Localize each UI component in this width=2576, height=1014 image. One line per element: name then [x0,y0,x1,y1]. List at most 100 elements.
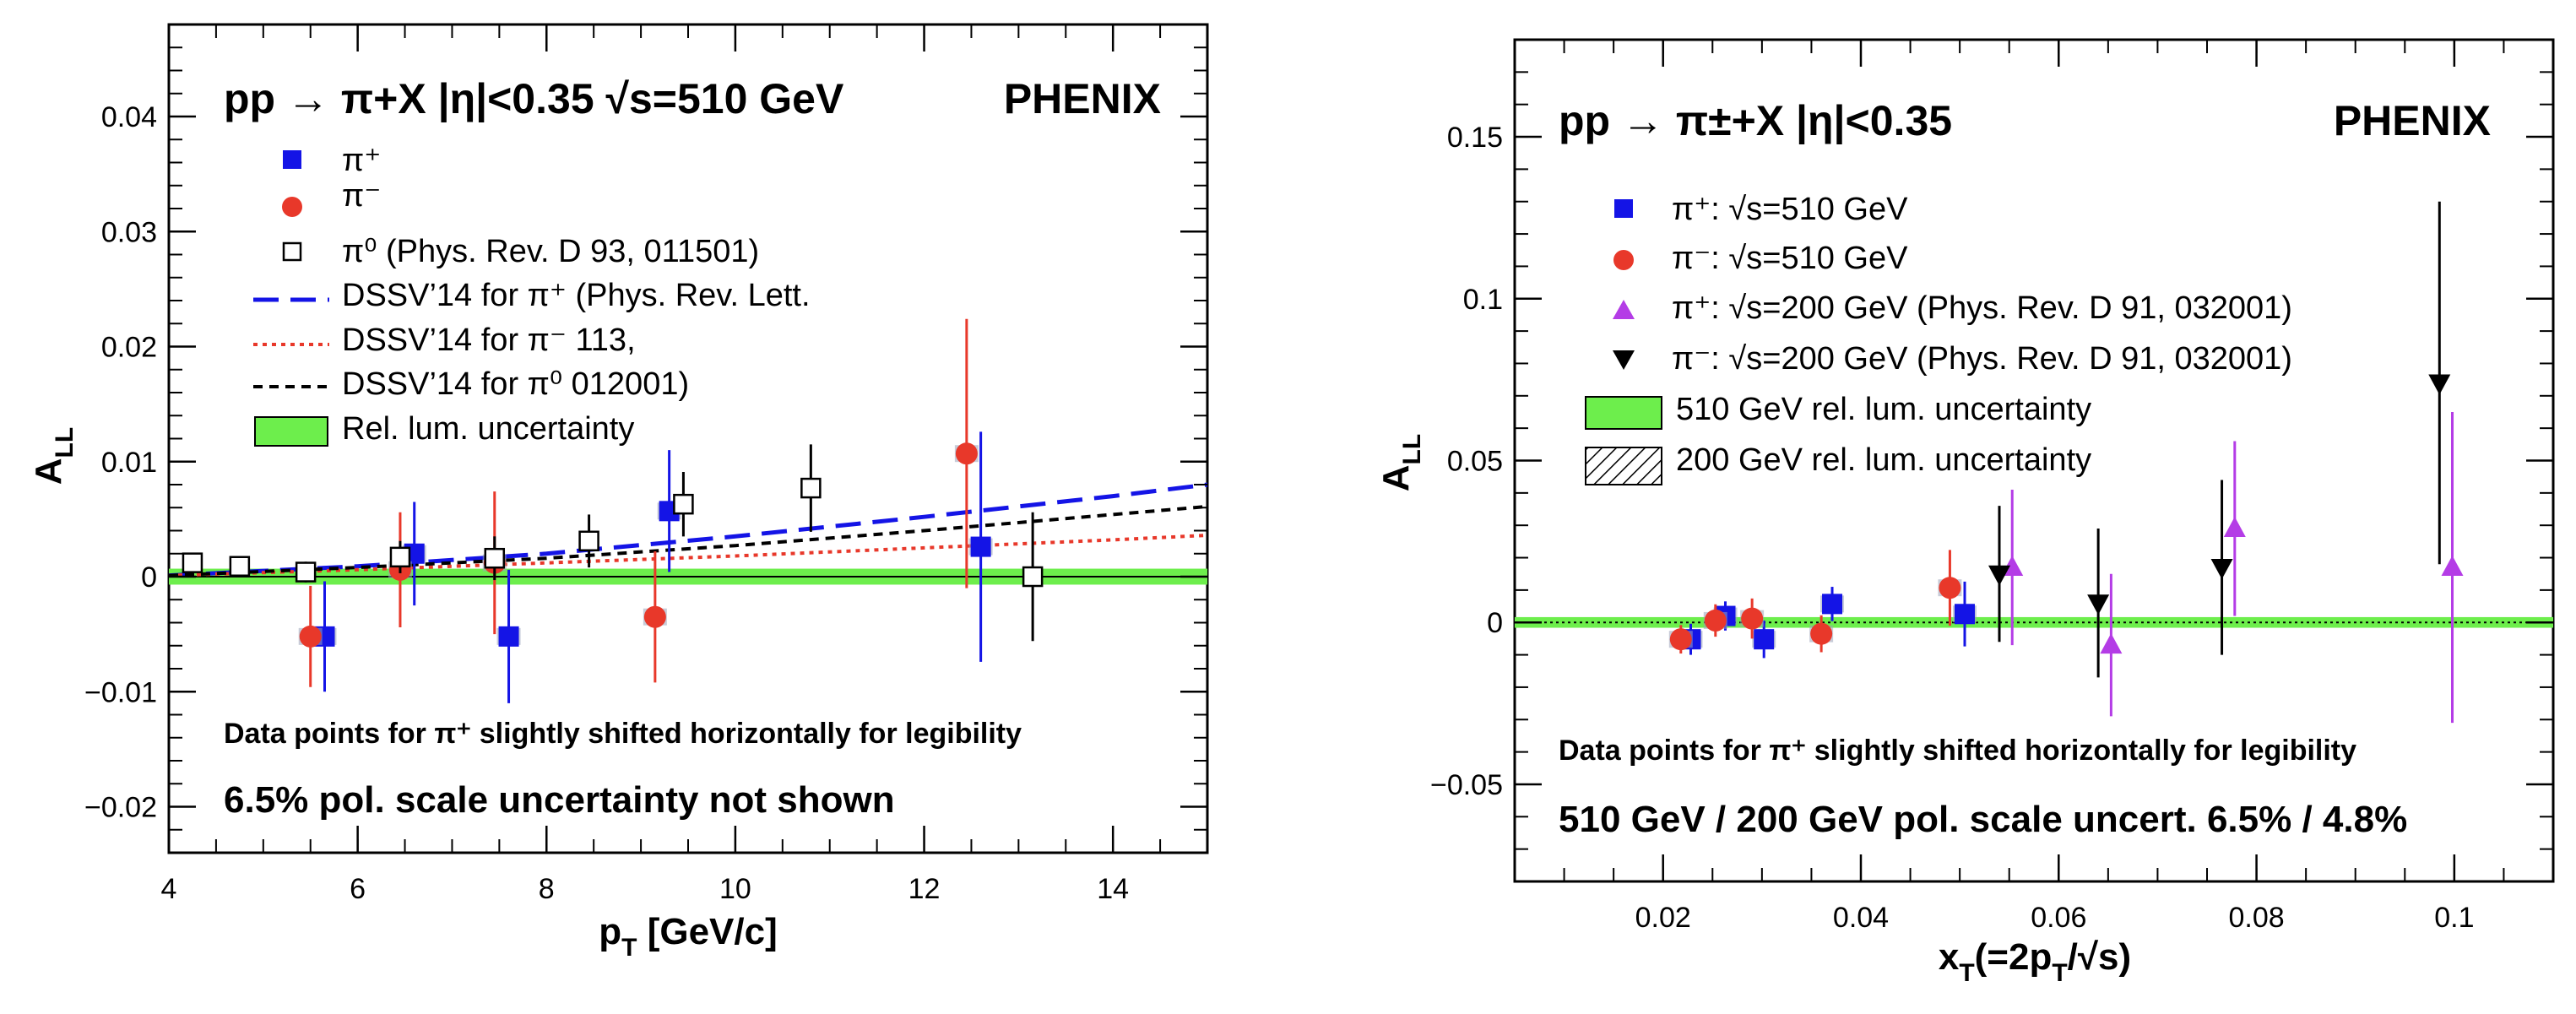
right-legend-marker-pi-minus-510 [1613,250,1634,270]
right-point-s3-p3 [2428,374,2451,395]
left-x-axis-label: pT [GeV/c] [599,911,778,962]
left-curve-1 [168,534,1208,577]
left-legend-marker-lum [254,416,328,447]
right-pol-note: 510 GeV / 200 GeV pol. scale uncert. 6.5… [1559,799,2407,840]
left-point-s0-p4 [970,536,991,557]
left-curves [168,482,1208,578]
right-chart-title: pp → π±+X |η|<0.35 [1559,97,1952,145]
left-point-s2-p5 [578,530,599,552]
left-legend-pi-plus: π⁺ [342,143,381,178]
right-legend-marker-pi-plus-510 [1614,199,1633,218]
right-legend-pi-plus-200: π⁺: √s=200 GeV (Phys. Rev. D 91, 032001) [1672,290,2292,326]
right-legend-marker-lum-510 [1585,396,1662,430]
right-point-s1-p4 [1939,577,1961,599]
right-shift-note: Data points for π⁺ slightly shifted hori… [1559,735,2356,767]
right-x-tick-label: 0.1 [2434,902,2474,934]
left-legend-marker-pi-plus [283,150,301,169]
left-point-s2-p1 [229,556,251,577]
left-y-tick-label: −0.01 [84,676,157,708]
right-y-tick-label: 0 [1487,607,1503,639]
right-legend: π⁺: √s=510 GeV π⁻: √s=510 GeV π⁺: √s=200… [1585,192,2292,485]
left-legend-dssv-zero: DSSV’14 for π⁰ 012001) [342,366,689,402]
left-point-s2-p2 [295,561,317,583]
right-y-tick-label: −0.05 [1430,769,1503,801]
left-legend-marker-pi-minus [282,197,302,217]
left-chart: 4 6 8 10 12 14 −0.02 −0.01 0 0.01 0.02 0.03 0.04 pp … [28,23,1209,962]
right-ticks: 0.02 0.04 0.06 0.08 0.1 −0.05 0 0.05 0.1 0.15 [1430,39,2554,934]
right-point-s0-p4 [1955,604,1975,625]
right-x-axis-label: xT(=2pT/√s) [1939,936,2131,987]
left-y-tick-label: 0.04 [101,101,157,133]
right-point-s0-p3 [1822,594,1843,615]
left-legend-pi-minus: π⁻ [342,178,381,214]
left-pol-note: 6.5% pol. scale uncertainty not shown [224,779,895,821]
right-legend-pi-plus-510: π⁺: √s=510 GeV [1672,192,1908,227]
left-point-s1-p0 [299,625,322,648]
right-x-tick-label: 0.06 [2031,902,2086,934]
left-legend-dssv-minus: DSSV’14 for π⁻ 113, [342,323,636,358]
left-y-tick-label: 0.03 [101,216,157,248]
left-legend-lum: Rel. lum. uncertainty [342,411,634,447]
left-point-s2-p6 [673,493,694,515]
right-point-s2-p2 [2223,517,2246,538]
right-data-points [1668,201,2464,724]
left-curve-2 [168,504,1208,577]
left-legend: π⁺ π⁻ π⁰ (Phys. Rev. D 93, 011501) DSSV’… [253,143,811,447]
right-lum-band [1515,616,2553,628]
left-experiment-label: PHENIX [1004,75,1161,122]
right-point-s1-p2 [1741,607,1764,630]
left-point-s0-p2 [498,626,519,647]
right-legend-marker-pi-minus-200 [1613,350,1635,370]
right-x-tick-label: 0.04 [1833,902,1889,934]
left-x-tick-label: 14 [1097,873,1129,905]
right-experiment-label: PHENIX [2334,97,2491,144]
right-legend-lum-510: 510 GeV rel. lum. uncertainty [1676,392,2091,427]
left-legend-marker-pi-zero [282,241,302,262]
left-point-s2-p3 [389,546,411,568]
left-point-s1-p3 [643,605,666,628]
left-data-points [182,318,1044,703]
right-x-tick-label: 0.08 [2228,902,2284,934]
right-y-tick-label: 0.1 [1463,284,1503,316]
left-x-tick-label: 4 [161,873,177,905]
right-point-s1-p0 [1669,628,1692,651]
right-point-s3-p0 [1988,565,2010,586]
left-x-tick-label: 8 [539,873,555,905]
right-legend-pi-minus-510: π⁻: √s=510 GeV [1672,241,1908,276]
right-y-tick-label: 0.05 [1447,446,1503,478]
right-legend-lum-200: 200 GeV rel. lum. uncertainty [1676,442,2091,478]
right-point-s1-p1 [1704,609,1727,632]
right-lum-band-fill [1515,616,2553,628]
left-x-tick-label: 6 [350,873,366,905]
left-y-tick-label: 0.01 [101,447,157,479]
right-point-s1-p3 [1810,622,1833,645]
left-ticks: 4 6 8 10 12 14 −0.02 −0.01 0 0.01 0.02 0.03 0.04 [84,24,1208,905]
left-y-tick-label: 0 [141,561,157,594]
left-point-s2-p0 [182,552,203,573]
left-y-axis-label: ALL [28,427,79,485]
right-legend-marker-lum-200 [1585,447,1662,485]
left-point-s2-p7 [800,477,822,499]
right-legend-pi-minus-200: π⁻: √s=200 GeV (Phys. Rev. D 91, 032001) [1672,341,2292,377]
left-x-tick-label: 12 [908,873,941,905]
right-y-axis-label: ALL [1375,434,1426,491]
right-x-tick-label: 0.02 [1635,902,1691,934]
left-legend-dssv-plus: DSSV’14 for π⁺ (Phys. Rev. Lett. [342,278,811,313]
left-shift-note: Data points for π⁺ slightly shifted hori… [224,718,1022,750]
right-y-tick-label: 0.15 [1447,122,1503,154]
right-chart: 0.02 0.04 0.06 0.08 0.1 −0.05 0 0.05 0.1 0.15 pp … [1375,38,2555,987]
left-x-tick-label: 10 [719,873,751,905]
left-point-s1-p4 [955,442,978,465]
right-point-s3-p2 [2210,559,2233,580]
right-point-s2-p3 [2441,556,2464,577]
right-point-s3-p1 [2087,594,2110,615]
left-point-s2-p8 [1022,566,1044,588]
left-chart-title: pp → π+X |η|<0.35 √s=510 GeV [224,75,844,123]
left-curve-0 [168,482,1208,578]
right-point-s2-p1 [2100,633,2123,654]
right-point-s0-p2 [1754,629,1775,650]
left-point-s2-p4 [484,547,506,569]
left-y-tick-label: −0.02 [84,792,157,824]
left-legend-pi-zero: π⁰ (Phys. Rev. D 93, 011501) [342,234,759,269]
